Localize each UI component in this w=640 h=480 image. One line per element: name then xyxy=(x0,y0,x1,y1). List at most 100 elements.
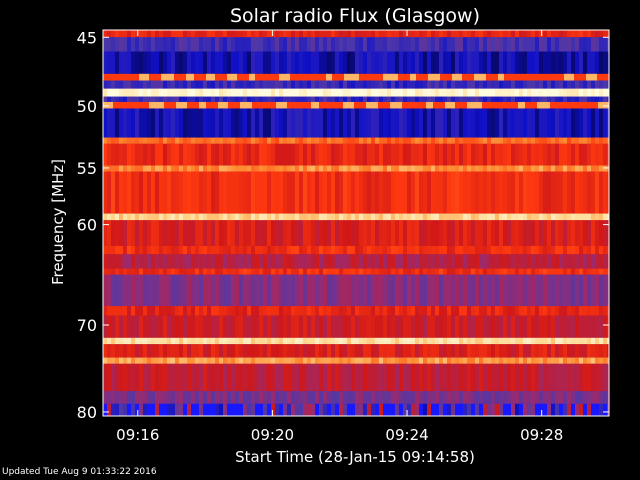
band-noise xyxy=(459,171,463,214)
band-noise xyxy=(303,88,307,97)
band-noise xyxy=(119,274,123,307)
band-noise xyxy=(187,108,191,138)
band-noise xyxy=(571,96,575,102)
band-noise xyxy=(515,143,519,166)
band-noise xyxy=(331,165,335,172)
band-noise xyxy=(135,274,139,307)
band-noise xyxy=(107,143,111,166)
band-noise xyxy=(411,315,415,338)
band-noise xyxy=(443,213,447,221)
band-noise xyxy=(251,80,255,89)
band-noise xyxy=(335,213,339,221)
band-noise xyxy=(239,96,243,102)
band-noise xyxy=(455,37,459,52)
band-noise xyxy=(575,268,579,275)
band-noise xyxy=(291,245,295,255)
band-noise xyxy=(463,220,467,246)
band-noise xyxy=(243,37,247,52)
band-noise xyxy=(379,344,383,358)
band-noise xyxy=(527,80,531,89)
band-noise xyxy=(179,165,183,172)
band-noise xyxy=(135,268,139,275)
band-noise xyxy=(511,254,515,269)
band-noise xyxy=(159,30,163,38)
band-noise xyxy=(595,344,599,358)
band-noise xyxy=(375,88,379,97)
band-noise xyxy=(103,165,107,172)
x-tick-label: 09:16 xyxy=(116,426,159,444)
band-noise xyxy=(599,137,603,144)
band-noise xyxy=(127,137,131,144)
band-noise xyxy=(587,137,591,144)
band-noise xyxy=(283,37,287,52)
band-noise xyxy=(395,88,399,97)
band-noise xyxy=(243,51,247,74)
band-noise xyxy=(295,171,299,214)
band-noise xyxy=(299,315,303,338)
band-noise xyxy=(107,137,111,144)
band-noise xyxy=(595,245,599,255)
band-noise xyxy=(187,357,191,364)
frequency-band xyxy=(103,254,609,269)
band-noise xyxy=(159,108,163,138)
band-noise xyxy=(135,165,139,172)
band-noise xyxy=(303,137,307,144)
band-noise xyxy=(371,88,375,97)
band-noise xyxy=(131,306,135,316)
band-noise xyxy=(351,143,355,166)
band-noise xyxy=(363,80,367,89)
band-noise xyxy=(475,337,479,345)
band-noise xyxy=(343,344,347,358)
band-noise xyxy=(527,357,531,364)
band-noise xyxy=(271,171,275,214)
band-noise xyxy=(487,268,491,275)
band-noise xyxy=(183,30,187,38)
band-noise xyxy=(371,357,375,364)
band-noise xyxy=(479,213,483,221)
band-noise xyxy=(479,337,483,345)
band-noise xyxy=(363,51,367,74)
band-noise xyxy=(519,137,523,144)
band-noise xyxy=(175,391,179,404)
band-noise xyxy=(239,344,243,358)
band-noise xyxy=(587,213,591,221)
band-noise xyxy=(215,96,219,102)
band-noise xyxy=(355,143,359,166)
band-noise xyxy=(423,220,427,246)
band-noise xyxy=(571,80,575,89)
band-noise xyxy=(155,213,159,221)
band-noise xyxy=(595,391,599,404)
band-noise xyxy=(167,363,171,392)
band-noise xyxy=(519,306,523,316)
band-noise xyxy=(379,245,383,255)
band-noise xyxy=(443,315,447,338)
band-noise xyxy=(415,306,419,316)
band-noise xyxy=(231,220,235,246)
band-noise xyxy=(487,165,491,172)
band-noise xyxy=(179,403,183,416)
band-noise xyxy=(219,80,223,89)
band-noise xyxy=(231,165,235,172)
band-noise xyxy=(563,165,567,172)
band-noise xyxy=(223,80,227,89)
band-noise xyxy=(331,315,335,338)
band-noise xyxy=(175,108,179,138)
band-noise xyxy=(383,306,387,316)
band-noise xyxy=(339,80,343,89)
band-noise xyxy=(199,137,203,144)
band-noise xyxy=(343,245,347,255)
band-noise xyxy=(379,143,383,166)
band-noise xyxy=(387,403,391,416)
band-noise xyxy=(155,391,159,404)
band-noise xyxy=(195,254,199,269)
band-noise xyxy=(283,268,287,275)
band-noise xyxy=(555,391,559,404)
band-noise xyxy=(147,357,151,364)
band-noise xyxy=(467,306,471,316)
band-noise xyxy=(407,337,411,345)
band-noise xyxy=(379,96,383,102)
band-noise xyxy=(155,268,159,275)
band-noise xyxy=(199,306,203,316)
band-noise xyxy=(563,37,567,52)
band-noise xyxy=(231,274,235,307)
